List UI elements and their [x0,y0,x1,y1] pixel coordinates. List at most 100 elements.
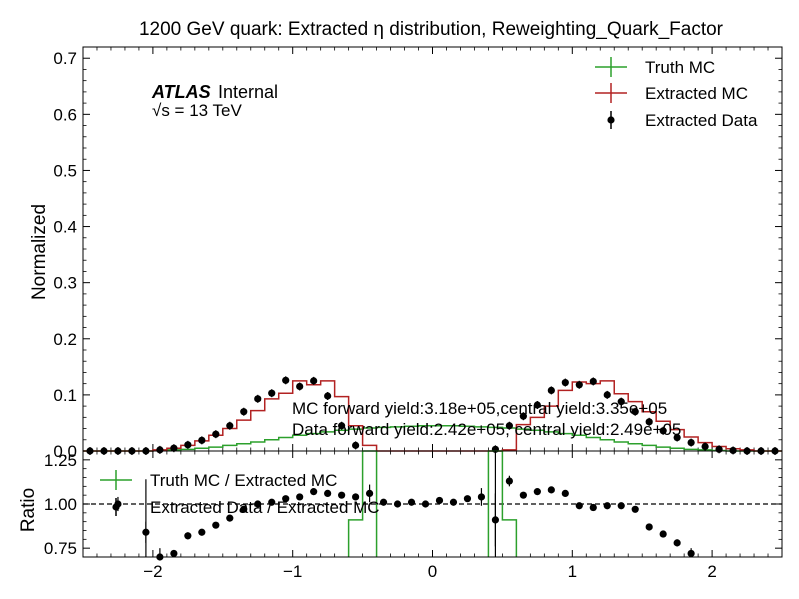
extracted-data-point [519,412,527,420]
data-ratio-point [505,477,513,485]
ratio-legend: Truth MC / Extracted MC Extracted Data /… [100,470,380,517]
extracted-data-point [505,422,513,430]
main-ytick-label: 0.5 [53,161,77,180]
data-ratio-point [477,493,486,501]
extracted-data-point [631,408,639,416]
extracted-data-point [561,378,569,387]
extracted-data-point [296,382,304,391]
data-ratio-point [393,500,402,508]
truth-mc-histogram [83,425,782,452]
data-ratio-point [589,503,597,512]
main-ytick-label: 0.6 [53,105,77,124]
extracted-data-point [170,444,178,452]
data-ratio-point [240,505,248,513]
data-ratio-point [338,491,346,499]
legend-data-ratio-marker [112,503,120,511]
data-ratio-point [603,502,611,510]
main-ytick-label: 0.4 [53,218,77,237]
data-ratio-point [226,514,234,522]
main-ytick-label: 0.0 [53,442,77,461]
data-ratio-point [659,530,667,538]
data-ratio-point [324,489,332,497]
extracted-data-point [240,408,248,416]
extracted-data-point [324,392,332,400]
data-ratio-point [198,528,206,536]
legend-entry-data-ratio: Extracted Data / Extracted MC [112,498,380,517]
data-ratio-point [547,486,555,494]
data-ratio-point [519,491,527,499]
extracted-data-point [659,427,667,435]
main-legend: Truth MC Extracted MC Extracted Data [595,57,758,130]
extracted-data-point [184,441,192,449]
data-ratio-point [352,493,360,501]
extracted-data-point [729,446,737,455]
legend-truth-mc-label: Truth MC [645,58,715,77]
main-panel: 0.0 0.1 0.2 0.3 0.4 0.5 0.6 0.7 Normalized ATLA… [29,46,783,461]
data-ratio-point [379,498,388,506]
truth-ratio-histogram-right [487,450,518,557]
data-ratio-point [310,488,318,496]
legend-extracted-data-marker [607,116,615,124]
ratio-xtick-label: 2 [707,562,716,581]
main-ytick-label: 0.2 [53,330,77,349]
atlas-label: ATLAS [151,82,211,102]
main-ytick-label: 0.3 [53,274,77,293]
extracted-data-point [338,422,346,430]
ratio-ytick-label: 1.00 [44,495,77,514]
legend-entry-truth-ratio: Truth MC / Extracted MC [100,470,337,490]
extracted-data-point [282,376,290,384]
extracted-data-point [268,389,276,397]
mc-yield-annotation: MC forward yield:3.18e+05,central yield:… [292,399,667,418]
data-ratio-point [673,539,681,547]
data-ratio-point [421,500,430,508]
extracted-data-point [645,418,653,426]
data-ratio-point [463,495,472,503]
atlas-suffix: Internal [218,82,278,102]
data-ratio-point [282,495,290,503]
data-ratio-point [617,502,625,510]
legend-extracted-mc-label: Extracted MC [645,84,748,103]
extracted-data-point [533,401,541,409]
extracted-data-point [226,422,234,430]
main-panel-ylabel: Normalized [29,204,50,300]
extracted-data-point [547,386,555,394]
extracted-data-point [715,445,723,453]
extracted-data-point [617,398,625,406]
legend-extracted-data-label: Extracted Data [645,111,758,130]
data-ratio-point [631,505,639,513]
truth-ratio-histogram-left [347,450,378,557]
data-ratio-point [645,523,653,531]
ratio-panel-frame [82,450,783,558]
ratio-xtick-label: −1 [283,562,302,581]
main-ytick-label: 0.7 [53,49,77,68]
data-ratio-point [561,489,569,497]
extracted-data-point [198,436,206,444]
main-panel-ticks: 0.0 0.1 0.2 0.3 0.4 0.5 0.6 0.7 [53,47,783,461]
data-ratio-point [365,489,374,497]
legend-entry-truth-mc: Truth MC [595,57,715,77]
legend-data-ratio-label: Extracted Data / Extracted MC [150,498,380,517]
data-ratio-point [687,549,695,558]
ratio-panel: −2 −1 0 1 2 0.75 1.00 1.25 Ratio Truth MC / Ext… [18,450,783,581]
extracted-data-point [687,438,695,447]
data-ratio-point [212,521,220,529]
extracted-data-point [352,441,360,449]
extracted-data-point [673,433,681,442]
data-ratio-point [407,498,416,506]
extracted-data-point [575,381,583,389]
data-ratio-point [296,493,304,501]
legend-entry-extracted-data: Extracted Data [607,111,758,130]
extracted-data-point [156,446,164,454]
ratio-panel-ylabel: Ratio [18,488,39,532]
data-ratio-point [449,498,458,506]
legend-truth-ratio-label: Truth MC / Extracted MC [150,471,337,490]
ratio-ytick-label: 0.75 [44,539,77,558]
legend-entry-extracted-mc: Extracted MC [595,83,748,103]
chart-title: 1200 GeV quark: Extracted η distribution… [139,19,724,40]
extracted-data-point [212,430,220,438]
data-ratio-point [184,532,192,540]
extracted-data-point [589,377,597,386]
data-ratio-point [170,549,178,558]
ratio-ytick-label: 1.25 [44,451,77,470]
extracted-data-point [603,391,611,399]
